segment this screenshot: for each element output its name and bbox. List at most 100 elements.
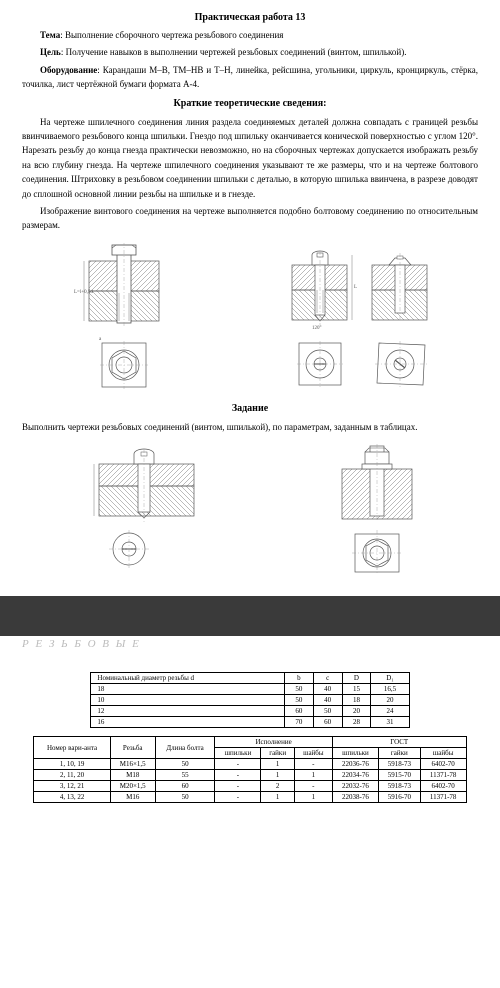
table-header: b	[285, 673, 314, 684]
table-cell: 70	[285, 717, 314, 728]
table-header: Длина болта	[155, 737, 215, 759]
table-cell: -	[215, 792, 261, 803]
table-cell: -	[215, 781, 261, 792]
goal-line: Цель: Получение навыков в выполнении чер…	[22, 45, 478, 59]
table-cell: 60	[285, 706, 314, 717]
table-cell: 60	[155, 781, 215, 792]
table-cell: М18	[110, 770, 155, 781]
variants-table: Номер вари-анта Резьба Длина болта Испол…	[33, 736, 466, 803]
table-cell: 20	[342, 706, 371, 717]
table-cell: 20	[371, 695, 409, 706]
table-cell: М20×1,5	[110, 781, 155, 792]
table-row: 1670602831	[91, 717, 409, 728]
table-cell: -	[294, 759, 332, 770]
table-row: 1850401516,5	[91, 684, 409, 695]
table-cell: М16	[110, 792, 155, 803]
table-row: 2, 11, 20М1855-1122034-765915-7011371-78	[34, 770, 466, 781]
table-header: Исполнение	[215, 737, 332, 748]
table-header: D	[342, 673, 371, 684]
table-cell: 1	[294, 770, 332, 781]
table-row: 4, 13, 22М1650-1122038-765916-7011371-78	[34, 792, 466, 803]
topic-line: Тема: Выполнение сборочного чертежа резь…	[22, 28, 478, 42]
table-subheader: гайки	[261, 748, 294, 759]
table-cell: 1	[261, 770, 294, 781]
parameters-table: Номинальный диаметр резьбы d b c D D₁ 18…	[90, 672, 409, 728]
table-header: D₁	[371, 673, 409, 684]
table-cell: 3, 12, 21	[34, 781, 110, 792]
figure-row-2	[22, 444, 478, 574]
table-cell: 5916-70	[379, 792, 421, 803]
table-header: c	[313, 673, 342, 684]
table-cell: 2, 11, 20	[34, 770, 110, 781]
svg-text:120°: 120°	[312, 326, 322, 331]
table-cell: 5918-73	[379, 759, 421, 770]
table-cell: 50	[155, 792, 215, 803]
table-header: ГОСТ	[332, 737, 466, 748]
table-cell: 11371-78	[420, 792, 466, 803]
table-cell: 1	[261, 792, 294, 803]
table-cell: 18	[342, 695, 371, 706]
task-title: Задание	[22, 403, 478, 414]
table-cell: 1	[261, 759, 294, 770]
svg-text:a: a	[99, 337, 102, 342]
table-cell: 50	[285, 684, 314, 695]
table-cell: -	[215, 770, 261, 781]
table-row: Номер вари-анта Резьба Длина болта Испол…	[34, 737, 466, 748]
faded-heading: Р Е З Ь Б О В Ы Е	[0, 636, 500, 654]
table-cell: 11371-78	[420, 770, 466, 781]
table-cell: 50	[285, 695, 314, 706]
topic-text: : Выполнение сборочного чертежа резьбово…	[60, 30, 283, 40]
table-cell: 60	[313, 717, 342, 728]
screw-drawing-icon: L 120°	[277, 243, 437, 393]
table-cell: 24	[371, 706, 409, 717]
table-cell: 6402-70	[420, 759, 466, 770]
table-cell: 22036-76	[332, 759, 378, 770]
table-cell: 40	[313, 695, 342, 706]
table-cell: 16,5	[371, 684, 409, 695]
table-cell: 2	[261, 781, 294, 792]
goal-text: : Получение навыков в выполнении чертеже…	[61, 47, 407, 57]
task-stud-drawing-icon	[322, 444, 432, 574]
work-title: Практическая работа 13	[22, 12, 478, 23]
table-cell: 5915-70	[379, 770, 421, 781]
table-cell: -	[294, 781, 332, 792]
topic-label: Тема	[40, 30, 60, 40]
table-subheader: шайбы	[294, 748, 332, 759]
table-subheader: гайки	[379, 748, 421, 759]
table-cell: 28	[342, 717, 371, 728]
table-header: Номер вари-анта	[34, 737, 110, 759]
figure-row-1: L=l+0,5d a	[22, 243, 478, 393]
table-subheader: шайбы	[420, 748, 466, 759]
table-cell: 31	[371, 717, 409, 728]
table-cell: 15	[342, 684, 371, 695]
table-cell: 22038-76	[332, 792, 378, 803]
theory-title: Краткие теоретические сведения:	[22, 98, 478, 109]
table-cell: 18	[91, 684, 285, 695]
table-cell: 22034-76	[332, 770, 378, 781]
stud-drawing-icon: L=l+0,5d a	[64, 243, 184, 393]
table-row: Номинальный диаметр резьбы d b c D D₁	[91, 673, 409, 684]
table-cell: 5918-73	[379, 781, 421, 792]
table-header: Резьба	[110, 737, 155, 759]
table-cell: 6402-70	[420, 781, 466, 792]
table-cell: 10	[91, 695, 285, 706]
table-row: 1, 10, 19М16×1,550-1-22036-765918-736402…	[34, 759, 466, 770]
table-header: Номинальный диаметр резьбы d	[91, 673, 285, 684]
svg-text:L: L	[354, 285, 357, 290]
table-cell: 40	[313, 684, 342, 695]
theory-p1: На чертеже шпилечного соединения линия р…	[22, 115, 478, 201]
table-subheader: шпильки	[215, 748, 261, 759]
svg-text:L=l+0,5d: L=l+0,5d	[74, 290, 93, 295]
task-text: Выполнить чертежи резьбовых соединений (…	[22, 420, 478, 434]
table-cell: 50	[155, 759, 215, 770]
table-cell: 4, 13, 22	[34, 792, 110, 803]
table-cell: М16×1,5	[110, 759, 155, 770]
table-cell: 55	[155, 770, 215, 781]
table-cell: -	[215, 759, 261, 770]
table-row: 1050401820	[91, 695, 409, 706]
table-cell: 12	[91, 706, 285, 717]
table-cell: 1, 10, 19	[34, 759, 110, 770]
equip-line: Оборудование: Карандаши М–В, ТМ–НВ и Т–Н…	[22, 63, 478, 92]
equip-label: Оборудование	[40, 65, 97, 75]
table-cell: 16	[91, 717, 285, 728]
